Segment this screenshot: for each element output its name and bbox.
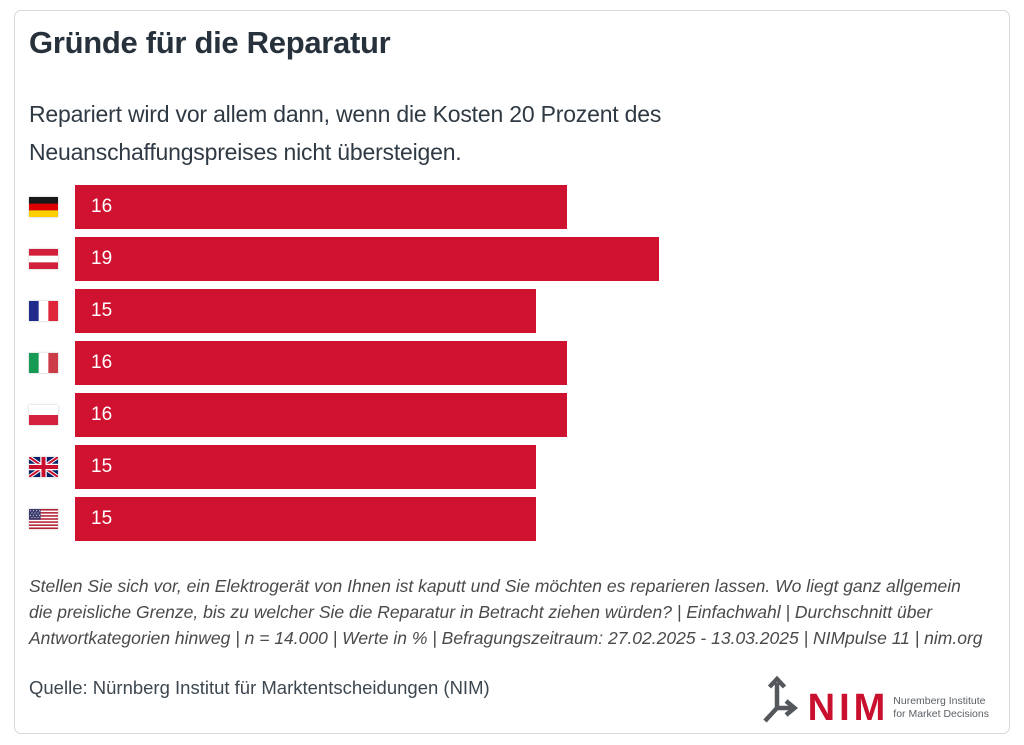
chart-row-italy: 16 [29,341,989,385]
bar-value-label: 15 [91,456,113,477]
bar: 15 [75,289,537,333]
bar-value-label: 15 [91,508,113,529]
branching-arrows-icon [762,675,798,723]
bar: 15 [75,497,537,541]
bar-value-label: 16 [91,352,113,373]
bar: 16 [75,341,567,385]
flag-germany-icon [29,197,58,217]
flag-italy-icon [29,353,58,373]
bar-value-label: 19 [91,248,113,269]
bar: 19 [75,237,660,281]
chart-subtitle: Repariert wird vor allem dann, wenn die … [29,101,662,165]
flag-france-icon [29,301,58,321]
flag-austria-icon [29,249,58,269]
nim-wordmark: NIM [807,687,890,729]
bar-value-label: 16 [91,404,113,425]
chart-row-uk: 15 [29,445,989,489]
bar-value-label: 15 [91,300,113,321]
flag-poland-icon [29,405,58,425]
nim-logo: NIM Nuremberg Institute for Market Decisi… [762,673,989,729]
methodology-footnote: Stellen Sie sich vor, ein Elektrogerät v… [29,576,983,648]
bar-value-label: 16 [91,196,113,217]
source-line: Quelle: Nürnberg Institut für Marktentsc… [29,677,490,698]
chart-row-france: 15 [29,289,989,333]
bar-chart: 16 19 15 16 16 [29,185,989,549]
nim-tagline: Nuremberg Institute for Market Decisions [893,695,989,720]
chart-row-austria: 19 [29,237,989,281]
infographic-card: Gründe für die Reparatur Repariert wird … [14,10,1010,734]
page-title: Gründe für die Reparatur [29,25,391,60]
chart-row-poland: 16 [29,393,989,437]
chart-row-germany: 16 [29,185,989,229]
flag-usa-icon [29,509,58,529]
bar: 16 [75,393,567,437]
flag-uk-icon [29,457,58,477]
bar: 15 [75,445,537,489]
chart-row-usa: 15 [29,497,989,541]
bar: 16 [75,185,567,229]
